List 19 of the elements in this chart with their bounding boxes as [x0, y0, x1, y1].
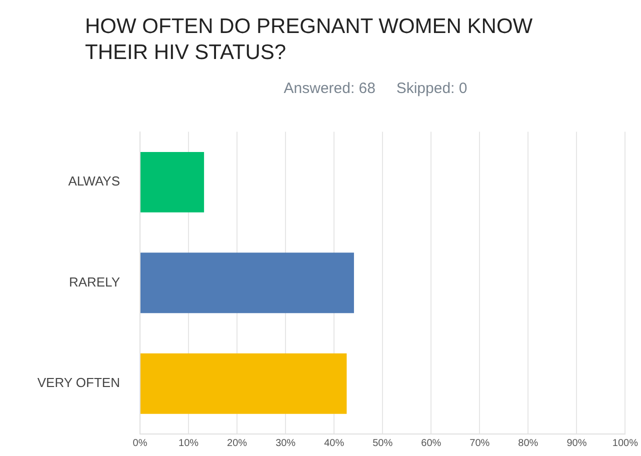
x-tick-label: 60%: [421, 438, 442, 449]
bar: [140, 252, 354, 314]
x-tick-label: 100%: [612, 438, 638, 449]
bar: [140, 152, 204, 212]
x-tick-label: 50%: [372, 438, 393, 449]
y-tick-label: VERY OFTEN: [37, 375, 120, 390]
chart-title: HOW OFTEN DO PREGNANT WOMEN KNOW THEIR HIV STATUS?: [85, 14, 534, 66]
x-tick-label: 0%: [132, 438, 148, 449]
x-tick-label: 70%: [470, 438, 490, 449]
chart-subtitle: Answered: 68 Skipped: 0: [282, 80, 468, 97]
y-tick-label: ALWAYS: [68, 174, 120, 189]
x-tick-label: 30%: [276, 438, 296, 449]
x-tick-label: 90%: [566, 438, 587, 449]
x-tick-label: 10%: [178, 438, 199, 449]
x-tick-label: 80%: [518, 438, 538, 449]
x-tick-label: 40%: [324, 438, 344, 449]
bar: [140, 353, 347, 414]
x-tick-label: 20%: [227, 438, 248, 449]
y-tick-label: RARELY: [68, 274, 120, 290]
